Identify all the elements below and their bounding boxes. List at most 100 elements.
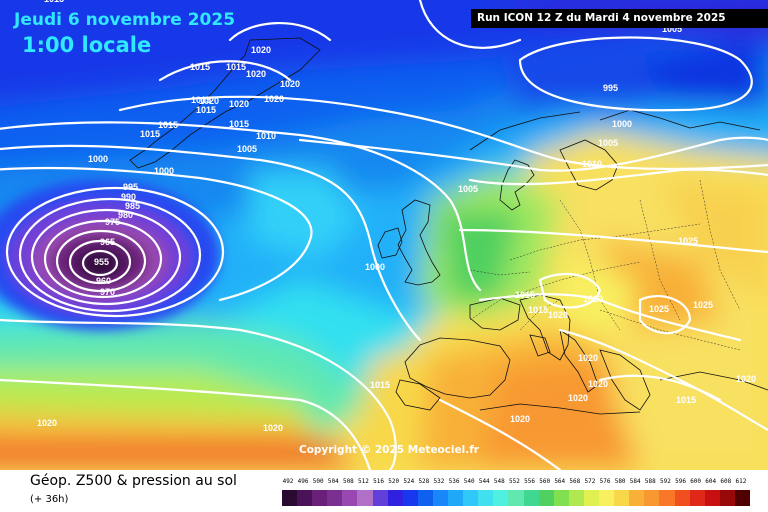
isobar-label: 1020 — [246, 69, 266, 79]
map-title: Géop. Z500 & pression au sol — [30, 473, 237, 489]
legend-swatch — [342, 490, 358, 506]
isobar-label: 1000 — [612, 119, 632, 129]
low-pressure-core — [0, 180, 220, 330]
isobar-label: 1020 — [229, 99, 249, 109]
isobar-label: 1020 — [251, 45, 271, 55]
legend-swatch — [538, 490, 555, 506]
legend-swatch — [734, 490, 751, 506]
legend-swatch — [402, 490, 419, 506]
isobar-label: 1020 — [280, 79, 300, 89]
legend-swatch — [312, 490, 328, 506]
legend-swatch — [493, 490, 509, 506]
legend-tick: 608 — [720, 478, 732, 485]
isobar-label: 1020 — [548, 310, 568, 320]
isobar-label: 1020 — [510, 414, 530, 424]
isobar-label: 990 — [121, 192, 136, 202]
legend-swatch — [719, 490, 736, 506]
legend-swatch — [357, 490, 374, 506]
forecast-time: 1:00 locale — [22, 33, 152, 57]
legend-swatch — [689, 490, 706, 506]
legend-tick: 520 — [388, 478, 400, 485]
legend-swatch — [583, 490, 600, 506]
legend-tick: 492 — [282, 478, 294, 485]
legend-tick: 584 — [629, 478, 641, 485]
legend-tick: 592 — [659, 478, 671, 485]
isobar-label: 955 — [94, 257, 109, 267]
isobar-labels: 1015 1020 1015 1015 1020 1020 1015 1020 … — [37, 0, 756, 433]
legend-tick: 568 — [569, 478, 581, 485]
legend-tick: 604 — [705, 478, 717, 485]
legend-swatch — [508, 490, 525, 506]
legend-swatch — [674, 490, 691, 506]
isobar-label: 995 — [603, 83, 618, 93]
isobar-label: 1025 — [693, 300, 713, 310]
legend-swatch — [478, 490, 494, 506]
legend-tick: 572 — [584, 478, 596, 485]
legend-swatch — [372, 490, 389, 506]
isobar-label: 1000 — [154, 166, 174, 176]
isobar-label: 980 — [118, 210, 133, 220]
isobar-label: 1015 — [140, 129, 160, 139]
isobar-label: 1005 — [237, 144, 257, 154]
isobar-label: 1000 — [365, 262, 385, 272]
legend-tick: 528 — [418, 478, 430, 485]
isobar-label: 1020 — [568, 393, 588, 403]
isobar-label: 1015 — [196, 105, 216, 115]
country-borders — [469, 179, 741, 351]
isobar-label: 965 — [100, 237, 115, 247]
legend-swatch — [553, 490, 570, 506]
legend-swatch — [704, 490, 721, 506]
isobar-label: 1015 — [191, 95, 211, 105]
legend-swatch — [629, 490, 645, 506]
isobar-label: 1020 — [37, 418, 57, 428]
isobar-label: 1015 — [528, 305, 548, 315]
forecast-date: Jeudi 6 novembre 2025 — [14, 10, 236, 30]
legend-tick: 552 — [509, 478, 520, 485]
legend-tick: 600 — [690, 478, 702, 485]
legend-tick: 536 — [448, 478, 460, 485]
isobar-label: 1015 — [676, 395, 696, 405]
isobar-label: 1020 — [588, 379, 608, 389]
legend-tick: 504 — [327, 478, 339, 485]
isobar-label: 1000 — [88, 154, 108, 164]
legend-swatch — [387, 490, 404, 506]
isobar-label: 985 — [125, 201, 140, 211]
map-canvas: 1015 1020 1015 1015 1020 1020 1015 1020 … — [0, 0, 768, 470]
legend-tick: 544 — [478, 478, 490, 485]
legend-tick: 548 — [493, 478, 505, 485]
forecast-lead: (+ 36h) — [30, 494, 69, 505]
isobar-label: 1015 — [44, 0, 64, 4]
legend-swatch — [614, 490, 630, 506]
isobar-label: 1020 — [263, 423, 283, 433]
isobar-label: 1020 — [736, 374, 756, 384]
model-run-label: Run ICON 12 Z du Mardi 4 novembre 2025 — [471, 9, 768, 28]
legend-swatch — [523, 490, 540, 506]
isobars — [0, 0, 768, 470]
isobar-label: 1005 — [458, 184, 478, 194]
legend-swatch — [432, 490, 449, 506]
legend-swatch — [327, 490, 343, 506]
isobar-label: 1015 — [370, 380, 390, 390]
isobar-label: 1015 — [226, 62, 246, 72]
legend-tick: 496 — [297, 478, 309, 485]
map-footer: Géop. Z500 & pression au sol (+ 36h) 492… — [0, 470, 768, 512]
legend-tick: 524 — [403, 478, 415, 485]
isobar-label: 1015 — [190, 62, 210, 72]
isobar-label: 1010 — [582, 159, 602, 169]
isobar-label: 1020 — [578, 353, 598, 363]
legend-tick: 500 — [312, 478, 324, 485]
legend-tick: 588 — [644, 478, 656, 485]
isobar-label: 975 — [105, 217, 120, 227]
legend-tick: 556 — [524, 478, 535, 485]
legend-swatch — [282, 490, 298, 506]
legend-swatch — [599, 490, 615, 506]
isobar-label: 1015 — [158, 120, 178, 130]
legend-tick: 612 — [735, 478, 747, 485]
isobar-label: 1025 — [649, 304, 669, 314]
isobar-label: 1010 — [256, 131, 276, 141]
legend-tick: 560 — [539, 478, 551, 485]
isobar-label: 1020 — [199, 96, 219, 106]
legend-swatch — [568, 490, 585, 506]
legend-tick: 508 — [342, 478, 354, 485]
isobar-label: 1015 — [515, 290, 535, 300]
